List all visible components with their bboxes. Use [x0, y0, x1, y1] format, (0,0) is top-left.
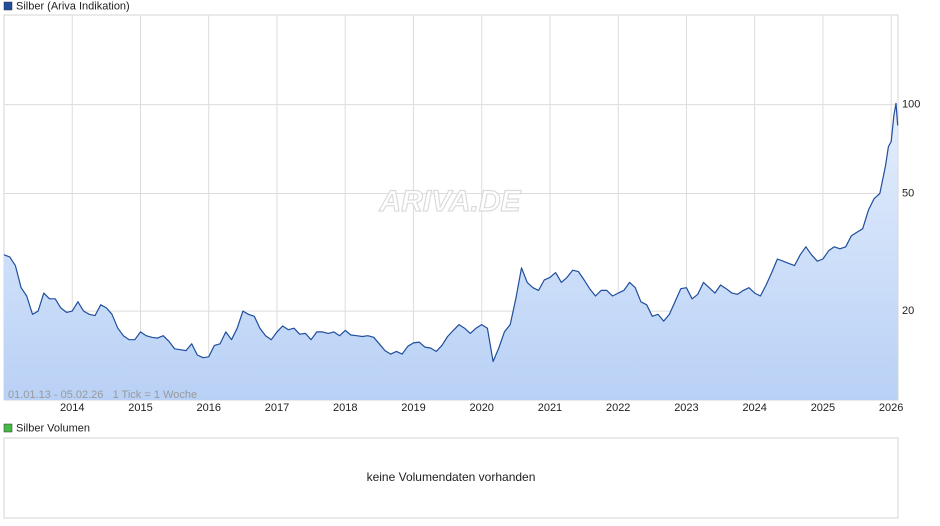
legend-swatch — [3, 1, 13, 11]
x-tick-label: 2017 — [265, 402, 289, 414]
volume-legend-label: Silber Volumen — [16, 422, 90, 434]
y-tick-label: 100 — [902, 98, 920, 110]
x-tick-label: 2023 — [674, 402, 698, 414]
x-tick-label: 2024 — [742, 402, 766, 414]
x-tick-label: 2021 — [538, 402, 562, 414]
x-tick-label: 2019 — [401, 402, 425, 414]
marks — [3, 102, 899, 401]
x-tick-label: 2014 — [60, 402, 84, 414]
x-tick-label: 2018 — [333, 402, 357, 414]
x-tick-label: 2025 — [811, 402, 835, 414]
x-tick-label: 2015 — [128, 402, 152, 414]
volume-panel — [3, 437, 899, 519]
x-tick-label: 2016 — [196, 402, 220, 414]
volume-message: keine Volumendaten vorhanden — [367, 470, 536, 484]
labels: 2014 2015 2016 2017 2018 2019 2020 2021 2022 2023… — [60, 98, 920, 413]
area — [4, 103, 898, 401]
y-tick-label: 50 — [902, 187, 914, 199]
volume-legend-swatch — [3, 423, 13, 433]
x-tick-label: 2020 — [469, 402, 493, 414]
legend-label: Silber (Ariva Indikation) — [16, 0, 130, 12]
date-range-note: 01.01.13 - 05.02.26 1 Tick = 1 Woche — [8, 389, 197, 401]
x-tick-label: 2022 — [606, 402, 630, 414]
watermark: ARIVA.DE — [378, 185, 521, 218]
y-tick-label: 20 — [902, 305, 914, 317]
x-tick-label: 2026 — [879, 402, 903, 414]
price-line — [3, 102, 899, 363]
